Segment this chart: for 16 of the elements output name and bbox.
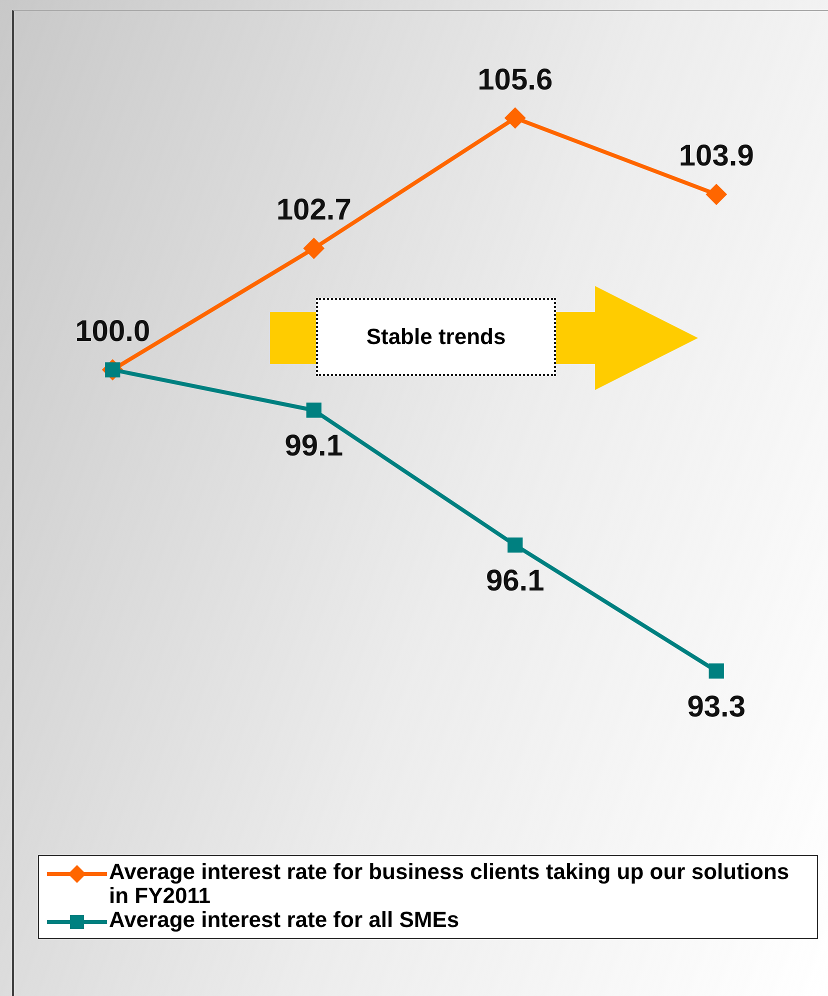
- data-label: 100.0: [75, 315, 150, 348]
- text-box: Stable trends: [316, 298, 556, 376]
- point: [708, 663, 724, 679]
- data-label: 103.9: [678, 140, 754, 173]
- data-label: 99.1: [284, 430, 344, 462]
- legend-label: Average interest rate for all SMEs: [109, 907, 460, 932]
- point: [508, 538, 523, 553]
- data-label: 93.3: [687, 690, 746, 724]
- point: [504, 108, 526, 128]
- data-label: 105.6: [478, 63, 553, 96]
- point: [303, 238, 324, 259]
- data-label: 96.1: [486, 564, 544, 598]
- data-label: 102.7: [276, 194, 352, 227]
- legend-label: Average interest rate for business clients taking up our solutions in FY2011: [109, 859, 790, 908]
- point: [706, 184, 727, 205]
- point: [306, 402, 322, 418]
